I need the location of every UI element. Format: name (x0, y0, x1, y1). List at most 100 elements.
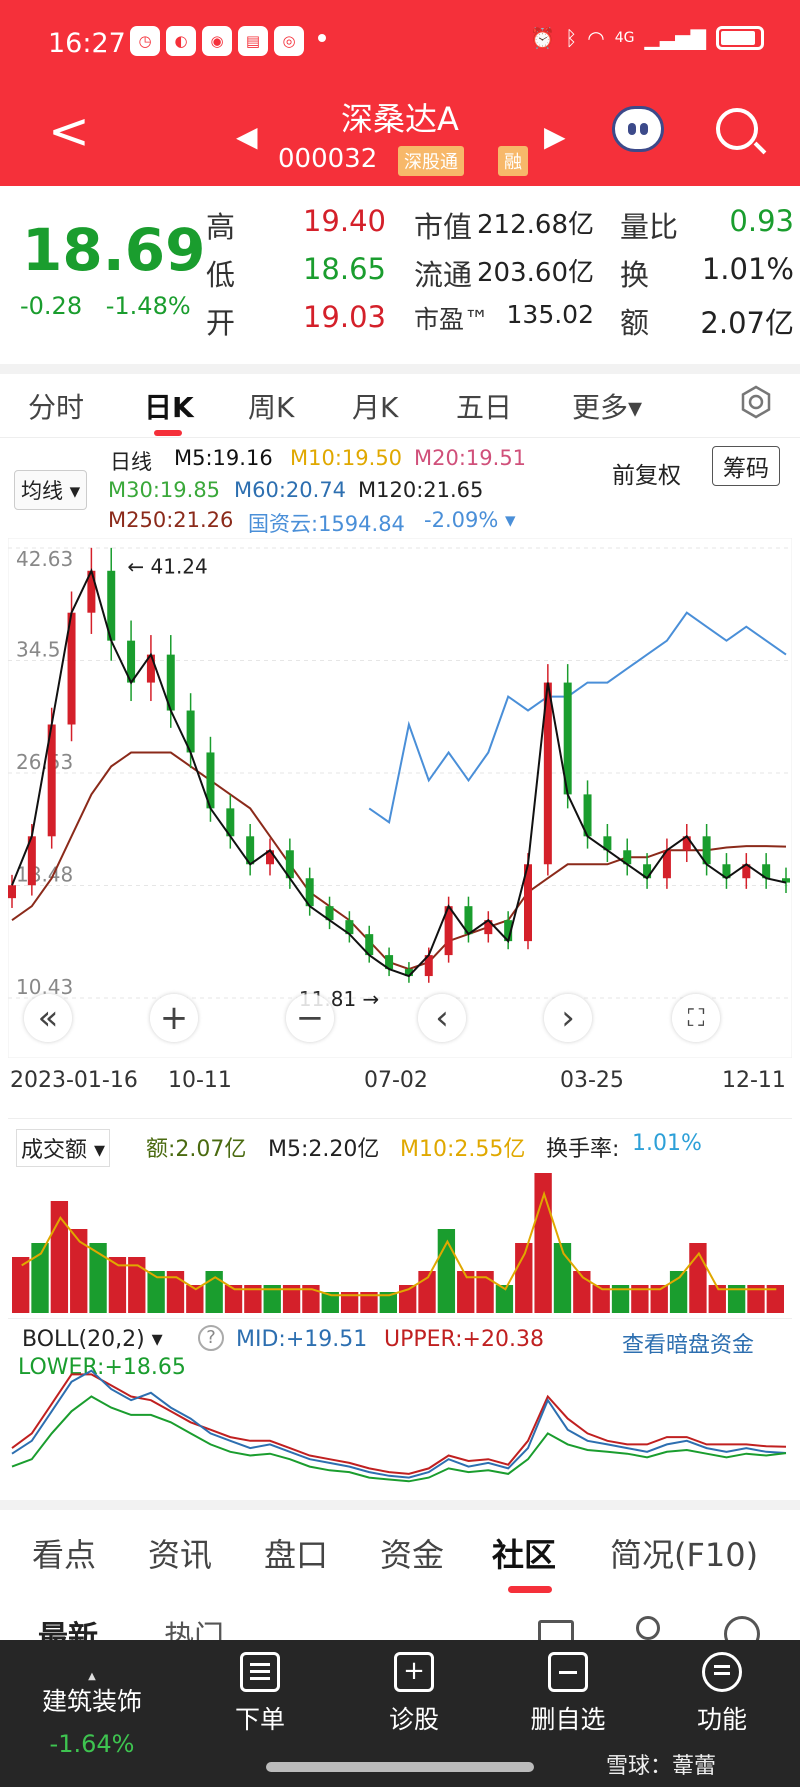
volume-bar (147, 1271, 165, 1313)
x-tick: 07-02 (364, 1068, 428, 1093)
subtab-hot[interactable]: 热门 (164, 1620, 224, 1640)
ma5-value: M5:19.16 (174, 446, 273, 470)
mail-icon[interactable] (538, 1620, 574, 1640)
remove-watchlist-icon (548, 1652, 588, 1692)
remove-watchlist-label: 删自选 (530, 1705, 606, 1734)
order-icon (240, 1652, 280, 1692)
volume-bar (727, 1285, 746, 1313)
subtab-latest[interactable]: 最新 (38, 1620, 98, 1640)
turnover-value: 1.01% (701, 252, 794, 286)
pe-value: 135.02 (506, 300, 594, 329)
fullscreen-icon[interactable]: ⛶ (672, 994, 720, 1042)
zoom-out-button[interactable]: − (286, 994, 334, 1042)
margin-badge: 融 (498, 146, 528, 176)
diagnose-button[interactable]: + 诊股 (344, 1652, 484, 1736)
tab-profile[interactable]: 简况(F10) (610, 1536, 759, 1574)
volume-bar (399, 1285, 417, 1313)
tab-intraday[interactable]: 分时 (28, 391, 85, 424)
ma250-line (11, 751, 787, 971)
tab-community[interactable]: 社区 (492, 1536, 557, 1574)
boll-svg (11, 1369, 787, 1483)
tab-monthly-k[interactable]: 月K (352, 391, 399, 424)
message-app-icon: ▤ (238, 26, 268, 56)
volume-bar (128, 1257, 146, 1313)
candle-body (504, 920, 513, 942)
boll-mid: MID:+19.51 (236, 1327, 368, 1352)
remove-watchlist-button[interactable]: 删自选 (498, 1652, 638, 1736)
price-change: -0.28 -1.48% (20, 292, 191, 320)
tab-weekly-k[interactable]: 周K (248, 391, 295, 424)
assistant-robot-icon[interactable] (612, 106, 664, 152)
candle-body (444, 906, 453, 956)
volume-bar (592, 1285, 610, 1313)
tab-highlights[interactable]: 看点 (32, 1536, 97, 1574)
next-candle-button[interactable]: › (544, 994, 592, 1042)
tab-daily-k[interactable]: 日K (144, 391, 194, 424)
settings-icon[interactable] (738, 384, 774, 420)
scroll-left-button[interactable]: « (24, 994, 72, 1042)
candle-body (47, 724, 56, 837)
tab-more[interactable]: 更多▾ (572, 391, 643, 424)
user-icon[interactable] (636, 1616, 660, 1640)
volume-panel[interactable]: 成交额 ▾ 额:2.07亿 M5:2.20亿 M10:2.55亿 换手率: 1.… (8, 1118, 792, 1314)
quote-panel: 18.69 -0.28 -1.48% 高 19.40 低 18.65 开 19.… (0, 186, 800, 364)
turnover-rate-value: 1.01% (632, 1131, 702, 1156)
tab-five-day[interactable]: 五日 (456, 391, 513, 424)
tab-orderbook[interactable]: 盘口 (264, 1536, 329, 1574)
volume-bar (12, 1257, 30, 1313)
status-bar: 16:27 ◷ ◐ ◉ ▤ ◎ ⏰ ᛒ ◠ 4G ▁▃▅▇ (0, 0, 800, 88)
diagnose-icon: + (394, 1652, 434, 1692)
volume-bar (70, 1229, 88, 1313)
chart-bg (7, 537, 793, 1059)
prev-stock-button[interactable]: ◀ (236, 120, 258, 153)
prev-candle-button[interactable]: ‹ (418, 994, 466, 1042)
boll-panel[interactable]: BOLL(20,2) ▾ ? MID:+19.51 UPPER:+20.38 查… (8, 1318, 792, 1490)
candle-body (285, 850, 294, 879)
browser-app-icon: ◎ (274, 26, 304, 56)
bottom-toolbar: ▲ 建筑装饰 -1.64% 下单 + 诊股 删自选 功能 雪球：葦蕾 (0, 1640, 800, 1787)
index-line (368, 611, 787, 824)
tab-funds[interactable]: 资金 (380, 1536, 445, 1574)
volume-dropdown[interactable]: 成交额 ▾ (16, 1129, 111, 1167)
volume-bar (766, 1285, 784, 1313)
help-icon[interactable]: ? (198, 1325, 224, 1351)
ma250-value: M250:21.26 (108, 508, 234, 532)
turnover-label: 换 (620, 258, 650, 292)
amount-value: 2.07亿 (700, 306, 794, 340)
chip-distribution-button[interactable]: 筹码 (712, 446, 780, 486)
network-label: 4G (614, 30, 635, 46)
candle-body (345, 920, 354, 935)
order-button[interactable]: 下单 (190, 1652, 330, 1736)
candle-body (146, 654, 155, 683)
active-tab-indicator (508, 1586, 552, 1593)
candle-body (325, 906, 334, 921)
refresh-icon[interactable] (724, 1616, 760, 1640)
volume-amount: 额:2.07亿 (146, 1137, 247, 1162)
diagnose-label: 诊股 (388, 1705, 439, 1734)
candle-body (87, 570, 96, 613)
indicator-dropdown[interactable]: 均线 ▾ (14, 470, 88, 510)
sector-change: -1.64% (49, 1730, 135, 1758)
volume-bar (282, 1285, 301, 1313)
last-price: 18.69 (22, 216, 206, 284)
gesture-bar (266, 1762, 534, 1772)
volume-bar (379, 1292, 397, 1313)
dark-pool-link[interactable]: 查看暗盘资金 (622, 1333, 755, 1358)
candle-body (186, 710, 195, 753)
volume-bar (166, 1271, 185, 1313)
volume-bar (302, 1285, 320, 1313)
back-button[interactable]: < (48, 102, 90, 160)
kline-chart[interactable]: 42.63 34.5 26.53 18.48 10.43 ← 41.24 11.81 → «… (7, 537, 793, 1059)
zoom-in-button[interactable]: + (150, 994, 198, 1042)
sector-widget[interactable]: ▲ 建筑装饰 -1.64% (22, 1672, 162, 1759)
next-stock-button[interactable]: ▶ (544, 120, 566, 153)
function-button[interactable]: 功能 (652, 1652, 792, 1736)
tab-news[interactable]: 资讯 (148, 1536, 213, 1574)
search-icon[interactable] (716, 108, 758, 150)
info-tabs: 看点 资讯 盘口 资金 社区 简况(F10) (0, 1500, 800, 1593)
boll-dropdown[interactable]: BOLL(20,2) ▾ (22, 1327, 163, 1352)
candle-body (305, 878, 314, 907)
index-value: 国资云:1594.84 (248, 512, 405, 536)
adjust-mode[interactable]: 前复权 (612, 463, 681, 489)
volume-bar (515, 1243, 533, 1313)
